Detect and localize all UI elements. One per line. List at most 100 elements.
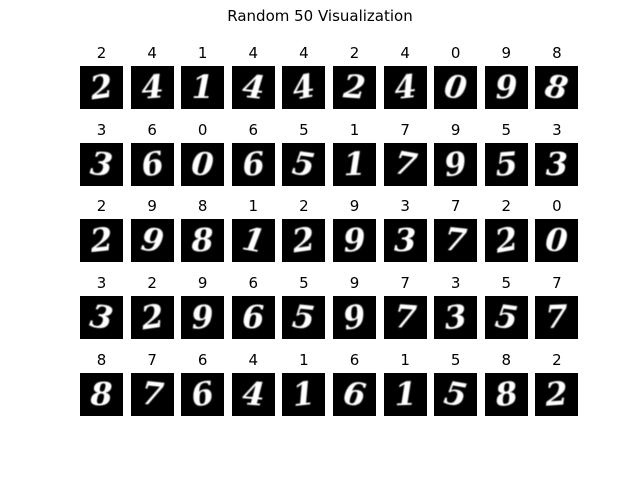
digit-label: 5: [299, 274, 309, 293]
handwritten-digit-glyph: 2: [88, 220, 115, 261]
digit-image: 4: [231, 66, 275, 109]
digit-image: 1: [181, 66, 225, 109]
digit-label: 3: [96, 274, 107, 293]
digit-label: 9: [349, 274, 360, 293]
handwritten-digit-glyph: 4: [240, 374, 266, 414]
handwritten-digit-glyph: 1: [393, 374, 417, 414]
digit-label: 7: [400, 274, 410, 293]
digit-label: 5: [450, 350, 461, 369]
digit-label: 7: [450, 197, 461, 216]
digit-label: 3: [400, 197, 410, 216]
handwritten-digit-glyph: 8: [190, 221, 215, 260]
digit-label: 2: [299, 197, 309, 216]
handwritten-digit-glyph: 1: [191, 68, 214, 106]
digit-image: 2: [80, 219, 123, 263]
digit-label: 7: [552, 274, 562, 293]
digit-image: 4: [282, 66, 326, 109]
digit-label: 4: [299, 44, 309, 62]
digit-label: 2: [501, 197, 512, 216]
digit-image: 7: [383, 296, 427, 340]
digit-label: 7: [147, 350, 157, 369]
digit-label: 8: [501, 350, 512, 369]
handwritten-digit-glyph: 8: [492, 373, 520, 415]
handwritten-digit-glyph: 3: [545, 144, 569, 183]
handwritten-digit-glyph: 6: [242, 298, 265, 337]
handwritten-digit-glyph: 4: [139, 67, 165, 107]
digit-label: 0: [552, 197, 562, 216]
digit-image: 8: [535, 66, 579, 109]
digit-image: 2: [484, 219, 528, 263]
digit-image: 1: [383, 372, 427, 416]
handwritten-digit-glyph: 5: [441, 373, 471, 415]
digit-label: 1: [197, 44, 208, 62]
digit-label: 8: [197, 197, 208, 216]
digit-label: 3: [96, 120, 107, 139]
handwritten-digit-glyph: 7: [390, 143, 420, 185]
digit-image: 9: [333, 219, 376, 263]
digit-label: 6: [248, 120, 259, 139]
digit-label: 1: [349, 120, 360, 139]
handwritten-digit-glyph: 6: [188, 373, 217, 415]
digit-label: 6: [349, 350, 360, 369]
digit-image: 6: [231, 142, 275, 186]
digit-image: 7: [535, 296, 579, 340]
digit-image: 7: [130, 372, 174, 416]
digit-label: 2: [96, 44, 107, 62]
handwritten-digit-glyph: 7: [139, 373, 166, 414]
digit-label: 3: [450, 274, 461, 293]
digit-image: 1: [282, 372, 326, 416]
digit-image: 1: [231, 219, 275, 263]
handwritten-digit-glyph: 8: [542, 66, 572, 108]
digit-image: 6: [231, 296, 275, 340]
digit-image: 8: [484, 372, 528, 416]
handwritten-digit-glyph: 0: [544, 220, 570, 261]
handwritten-digit-glyph: 3: [87, 296, 116, 338]
digit-image: 2: [535, 372, 579, 416]
digit-label: 6: [248, 274, 259, 293]
handwritten-digit-glyph: 2: [491, 219, 521, 262]
handwritten-digit-glyph: 2: [342, 67, 367, 107]
digit-label: 9: [349, 197, 360, 216]
handwritten-digit-glyph: 9: [138, 220, 166, 261]
digit-image: 2: [80, 66, 123, 109]
digit-label: 8: [552, 44, 562, 62]
digit-label: 4: [147, 44, 157, 62]
digit-label: 1: [299, 350, 309, 369]
handwritten-digit-glyph: 5: [492, 296, 521, 338]
digit-image: 3: [383, 219, 427, 263]
digit-image: 9: [181, 296, 225, 340]
digit-image: 5: [484, 296, 528, 340]
digit-image: 5: [434, 372, 478, 416]
handwritten-digit-glyph: 6: [340, 373, 369, 415]
digit-image: 6: [333, 372, 376, 416]
digit-image: 3: [80, 296, 123, 340]
handwritten-digit-glyph: 8: [90, 374, 113, 413]
handwritten-digit-glyph: 1: [342, 144, 367, 184]
digit-image: 9: [434, 142, 478, 186]
digit-label: 2: [349, 44, 360, 62]
digit-label: 0: [450, 44, 461, 62]
digit-image: 5: [282, 142, 326, 186]
digit-image: 2: [333, 66, 376, 109]
handwritten-digit-glyph: 2: [290, 220, 318, 261]
digit-label: 9: [501, 44, 512, 62]
handwritten-digit-glyph: 9: [340, 296, 369, 338]
digit-label: 9: [147, 197, 157, 216]
digit-label: 4: [248, 44, 259, 62]
chart-title: Random 50 Visualization: [227, 7, 413, 25]
digit-image: 4: [383, 66, 427, 109]
handwritten-digit-glyph: 6: [240, 143, 267, 184]
handwritten-digit-glyph: 9: [441, 143, 470, 185]
digit-image: 2: [282, 219, 326, 263]
digit-label: 2: [147, 274, 157, 293]
digit-label: 5: [501, 274, 512, 293]
handwritten-digit-glyph: 9: [190, 297, 216, 337]
handwritten-digit-glyph: 1: [239, 219, 268, 262]
handwritten-digit-glyph: 7: [545, 297, 569, 337]
digit-label: 1: [400, 350, 410, 369]
handwritten-digit-glyph: 2: [138, 296, 166, 338]
handwritten-digit-glyph: 0: [442, 66, 470, 108]
digit-image: 3: [434, 296, 478, 340]
handwritten-digit-glyph: 1: [290, 373, 317, 414]
handwritten-digit-glyph: 3: [393, 221, 417, 260]
